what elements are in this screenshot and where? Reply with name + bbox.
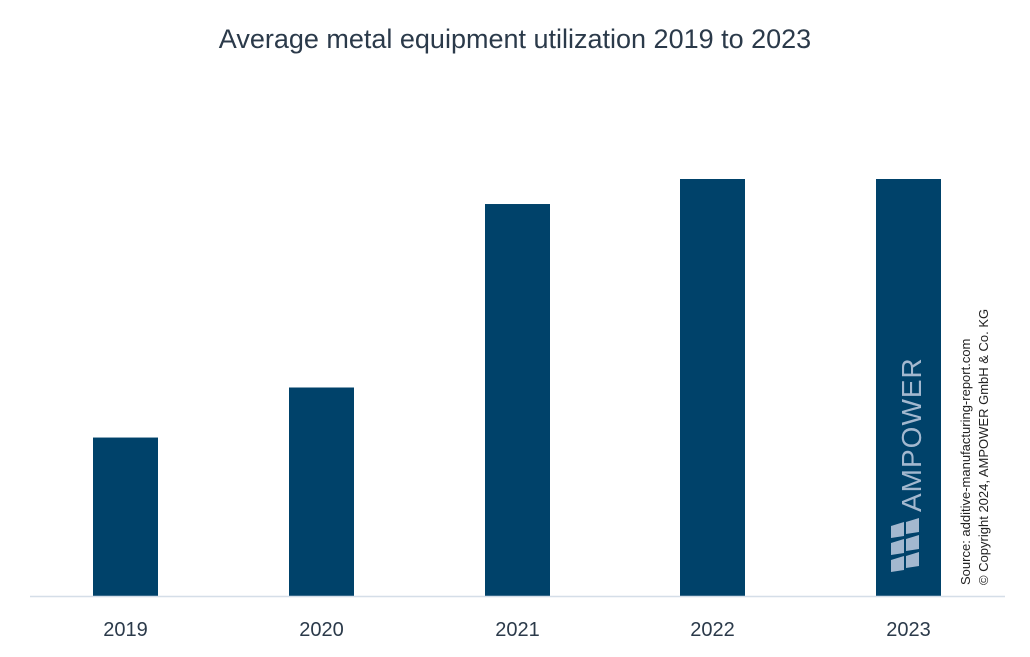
bar-2019 xyxy=(93,437,158,596)
logo-square-icon xyxy=(891,556,904,572)
logo-square-icon xyxy=(906,552,919,568)
bar-2021 xyxy=(485,204,550,596)
bar-2020 xyxy=(289,387,354,596)
x-tick-label: 2019 xyxy=(103,619,148,641)
x-tick-label: 2020 xyxy=(299,619,344,641)
ampower-logo: AMPOWER xyxy=(891,357,927,572)
logo-square-icon xyxy=(891,522,904,538)
logo-square-icon xyxy=(906,535,919,551)
chart-title: Average metal equipment utilization 2019… xyxy=(218,24,812,54)
source-text: Source: additive-manufacturing-report.co… xyxy=(958,338,973,585)
x-tick-label: 2023 xyxy=(886,619,931,641)
logo-square-icon xyxy=(906,518,919,534)
copyright-text: © Copyright 2024, AMPOWER GmbH & Co. KG xyxy=(976,308,991,585)
svg-text:AMPOWER: AMPOWER xyxy=(896,357,927,512)
logo-square-icon xyxy=(891,539,904,555)
bar-2022 xyxy=(680,179,745,596)
x-tick-label: 2021 xyxy=(495,619,540,641)
x-tick-label: 2022 xyxy=(690,619,735,641)
